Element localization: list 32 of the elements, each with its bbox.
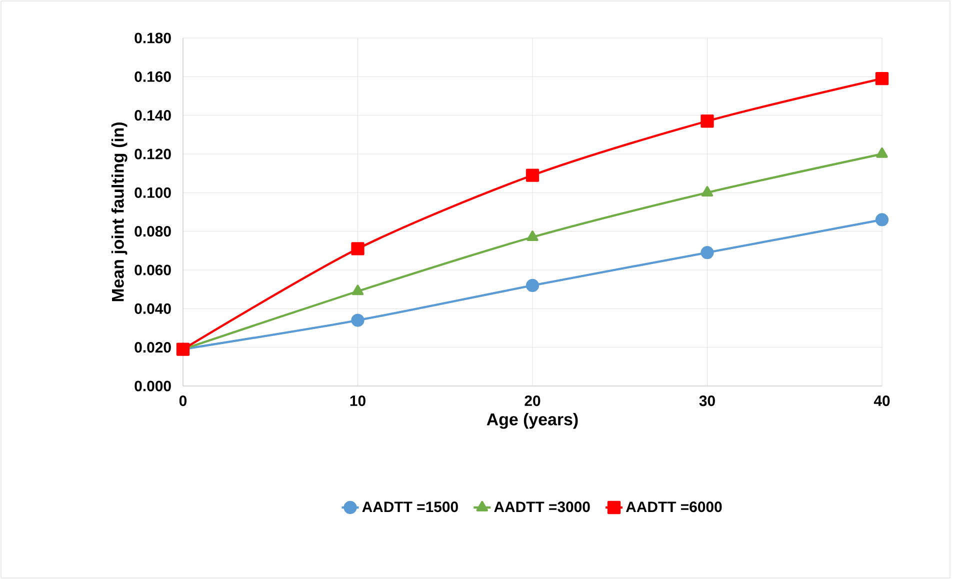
y-tick-label: 0.000 — [134, 380, 171, 392]
legend-label: AADTT =6000 — [626, 502, 722, 512]
point — [876, 147, 888, 158]
y-axis-title: Mean joint faulting (in) — [111, 122, 128, 302]
legend-label: AADTT =1500 — [362, 502, 458, 512]
y-tick-label: 0.140 — [134, 110, 171, 121]
y-tick-label: 0.160 — [134, 71, 171, 82]
y-tick-label: 0.080 — [134, 226, 171, 237]
point — [351, 242, 364, 256]
y-tick-label: 0.060 — [134, 264, 171, 276]
point — [526, 278, 540, 292]
point — [700, 246, 714, 260]
point — [701, 186, 714, 196]
y-tick-label: 0.020 — [134, 342, 171, 353]
x-tick-label: 20 — [524, 395, 540, 406]
legend-label: AADTT =3000 — [494, 502, 590, 512]
x-axis-title: Age (years) — [486, 412, 578, 429]
point — [351, 314, 364, 327]
y-tick-label: 0.180 — [134, 32, 171, 44]
x-tick-label: 0 — [179, 395, 187, 406]
point — [875, 72, 889, 86]
y-tick-label: 0.100 — [134, 187, 171, 198]
x-tick-label: 40 — [874, 395, 890, 406]
point — [875, 213, 889, 226]
x-tick-label: 30 — [699, 395, 715, 406]
point — [700, 114, 714, 128]
point — [526, 168, 540, 182]
point — [352, 284, 364, 296]
y-tick-label: 0.120 — [134, 148, 171, 160]
y-tick-label: 0.040 — [134, 303, 171, 314]
x-tick-label: 10 — [350, 395, 366, 406]
point — [526, 230, 538, 241]
